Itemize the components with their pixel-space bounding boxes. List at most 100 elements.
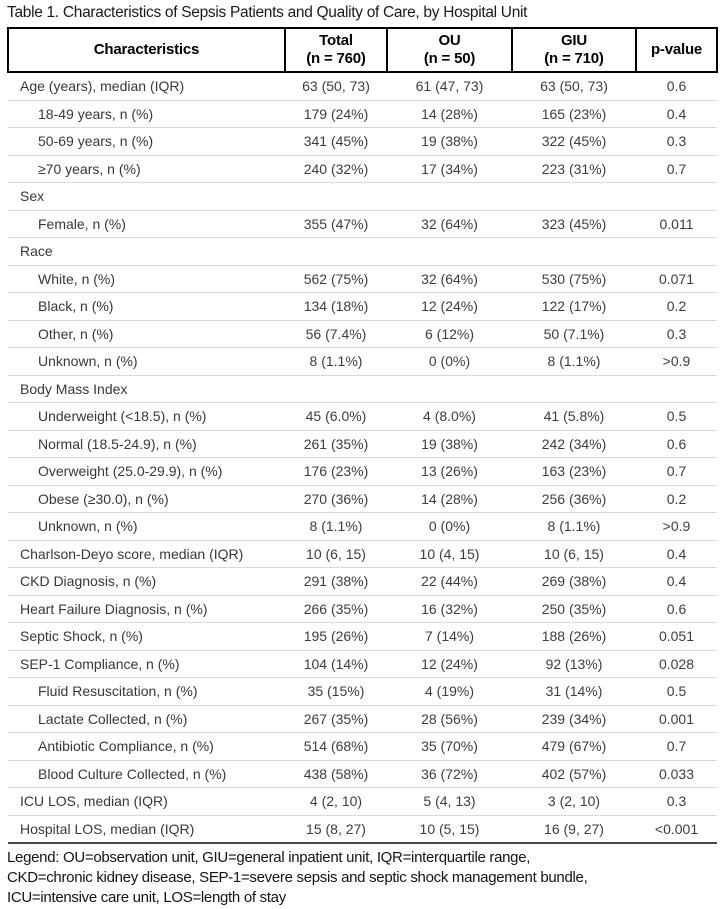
table-row: Overweight (25.0-29.9), n (%) 176 (23%) 13… (8, 457, 717, 486)
table-row: Black, n (%) 134 (18%) 12 (24%) 122 (17%) 0.… (8, 292, 717, 321)
table-row: Hospital LOS, median (IQR) 15 (8, 27) 10 (… (8, 815, 717, 844)
cell-giu: 41 (5.8%) (512, 402, 636, 431)
cell-ou (387, 182, 512, 211)
row-label: Lactate Collected, n (%) (8, 705, 285, 733)
cell-ou: 0 (0%) (387, 512, 512, 541)
cell-giu: 479 (67%) (512, 732, 636, 761)
row-label: Unknown, n (%) (8, 512, 285, 541)
cell-giu (512, 375, 636, 403)
cell-total: 15 (8, 27) (285, 815, 387, 844)
cell-ou: 13 (26%) (387, 457, 512, 486)
col-header-sublabel: (n = 50) (423, 50, 476, 67)
cell-ou: 14 (28%) (387, 485, 512, 513)
section-row: Body Mass Index (8, 375, 717, 403)
cell-ou: 19 (38%) (387, 430, 512, 458)
cell-p-value: 0.3 (636, 127, 717, 156)
cell-giu: 3 (2, 10) (512, 787, 636, 816)
row-label: Underweight (<18.5), n (%) (8, 402, 285, 431)
cell-total: 514 (68%) (285, 732, 387, 761)
cell-total: 10 (6, 15) (285, 540, 387, 568)
cell-total: 267 (35%) (285, 705, 387, 733)
row-label: Heart Failure Diagnosis, n (%) (8, 595, 285, 623)
col-header-sublabel: (n = 760) (306, 50, 366, 67)
row-label: Race (8, 237, 285, 266)
col-header-characteristics: Characteristics (7, 27, 286, 73)
row-label: 50-69 years, n (%) (8, 127, 285, 156)
cell-giu: 322 (45%) (512, 127, 636, 156)
col-header-label: p-value (650, 41, 703, 58)
cell-p-value: 0.071 (636, 265, 717, 293)
cell-giu: 8 (1.1%) (512, 512, 636, 541)
table-row: Unknown, n (%) 8 (1.1%) 0 (0%) 8 (1.1%) >0.9 (8, 512, 717, 541)
row-label: Overweight (25.0-29.9), n (%) (8, 457, 285, 486)
cell-p-value: 0.011 (636, 210, 717, 238)
cell-total: 266 (35%) (285, 595, 387, 623)
col-header-ou: OU (n = 50) (386, 27, 513, 73)
cell-total: 438 (58%) (285, 760, 387, 788)
row-label: ICU LOS, median (IQR) (8, 787, 285, 816)
row-label: Charlson-Deyo score, median (IQR) (8, 540, 285, 568)
row-label: Age (years), median (IQR) (8, 72, 285, 101)
cell-ou: 32 (64%) (387, 265, 512, 293)
cell-p-value: 0.6 (636, 430, 717, 458)
cell-ou: 19 (38%) (387, 127, 512, 156)
cell-total: 176 (23%) (285, 457, 387, 486)
cell-total (285, 375, 387, 403)
table-row: ≥70 years, n (%) 240 (32%) 17 (34%) 223 (31… (8, 155, 717, 183)
cell-p-value: 0.7 (636, 732, 717, 761)
table-row: White, n (%) 562 (75%) 32 (64%) 530 (75%) 0.… (8, 265, 717, 293)
cell-ou: 28 (56%) (387, 705, 512, 733)
cell-ou: 12 (24%) (387, 650, 512, 678)
cell-giu: 402 (57%) (512, 760, 636, 788)
table-row: Unknown, n (%) 8 (1.1%) 0 (0%) 8 (1.1%) >0.9 (8, 347, 717, 376)
cell-giu (512, 237, 636, 266)
row-label: Fluid Resuscitation, n (%) (8, 677, 285, 706)
cell-p-value: 0.028 (636, 650, 717, 678)
table-row: SEP-1 Compliance, n (%) 104 (14%) 12 (24%)… (8, 650, 717, 678)
cell-ou: 10 (4, 15) (387, 540, 512, 568)
cell-giu: 165 (23%) (512, 100, 636, 128)
table-row: Age (years), median (IQR) 63 (50, 73) 61 (… (8, 72, 717, 101)
cell-total: 562 (75%) (285, 265, 387, 293)
col-header-sublabel: (n = 710) (544, 50, 604, 67)
table-header: Characteristics Total (n = 760) OU (n = 50) G… (7, 27, 718, 73)
row-label: Unknown, n (%) (8, 347, 285, 376)
row-label: CKD Diagnosis, n (%) (8, 567, 285, 596)
cell-p-value: 0.6 (636, 72, 717, 101)
table-title: Table 1. Characteristics of Sepsis Patie… (7, 4, 528, 21)
row-label: Female, n (%) (8, 210, 285, 238)
legend-line: CKD=chronic kidney disease, SEP-1=severe… (7, 869, 588, 886)
cell-ou: 61 (47, 73) (387, 72, 512, 101)
cell-giu: 250 (35%) (512, 595, 636, 623)
cell-p-value: 0.2 (636, 292, 717, 321)
cell-p-value: 0.5 (636, 402, 717, 431)
cell-giu: 256 (36%) (512, 485, 636, 513)
cell-total: 261 (35%) (285, 430, 387, 458)
cell-total: 195 (26%) (285, 622, 387, 651)
table-row: ICU LOS, median (IQR) 4 (2, 10) 5 (4, 13) 3… (8, 787, 717, 816)
cell-ou (387, 237, 512, 266)
cell-total: 56 (7.4%) (285, 320, 387, 348)
cell-p-value (636, 237, 717, 266)
cell-p-value: 0.4 (636, 540, 717, 568)
cell-p-value: 0.033 (636, 760, 717, 788)
cell-ou: 14 (28%) (387, 100, 512, 128)
row-label: Antibiotic Compliance, n (%) (8, 732, 285, 761)
row-label: White, n (%) (8, 265, 285, 293)
row-label: Blood Culture Collected, n (%) (8, 760, 285, 788)
row-label: Sex (8, 182, 285, 211)
table-row: Blood Culture Collected, n (%) 438 (58%) 3… (8, 760, 717, 788)
section-row: Sex (8, 182, 717, 211)
cell-total: 104 (14%) (285, 650, 387, 678)
cell-giu (512, 182, 636, 211)
col-header-label: Characteristics (93, 41, 200, 58)
cell-ou: 6 (12%) (387, 320, 512, 348)
cell-ou: 7 (14%) (387, 622, 512, 651)
table-row: Obese (≥30.0), n (%) 270 (36%) 14 (28%) 256… (8, 485, 717, 513)
table-row: Other, n (%) 56 (7.4%) 6 (12%) 50 (7.1%) 0.3 (8, 320, 717, 348)
cell-giu: 92 (13%) (512, 650, 636, 678)
cell-p-value: 0.3 (636, 787, 717, 816)
cell-giu: 530 (75%) (512, 265, 636, 293)
row-label: Other, n (%) (8, 320, 285, 348)
